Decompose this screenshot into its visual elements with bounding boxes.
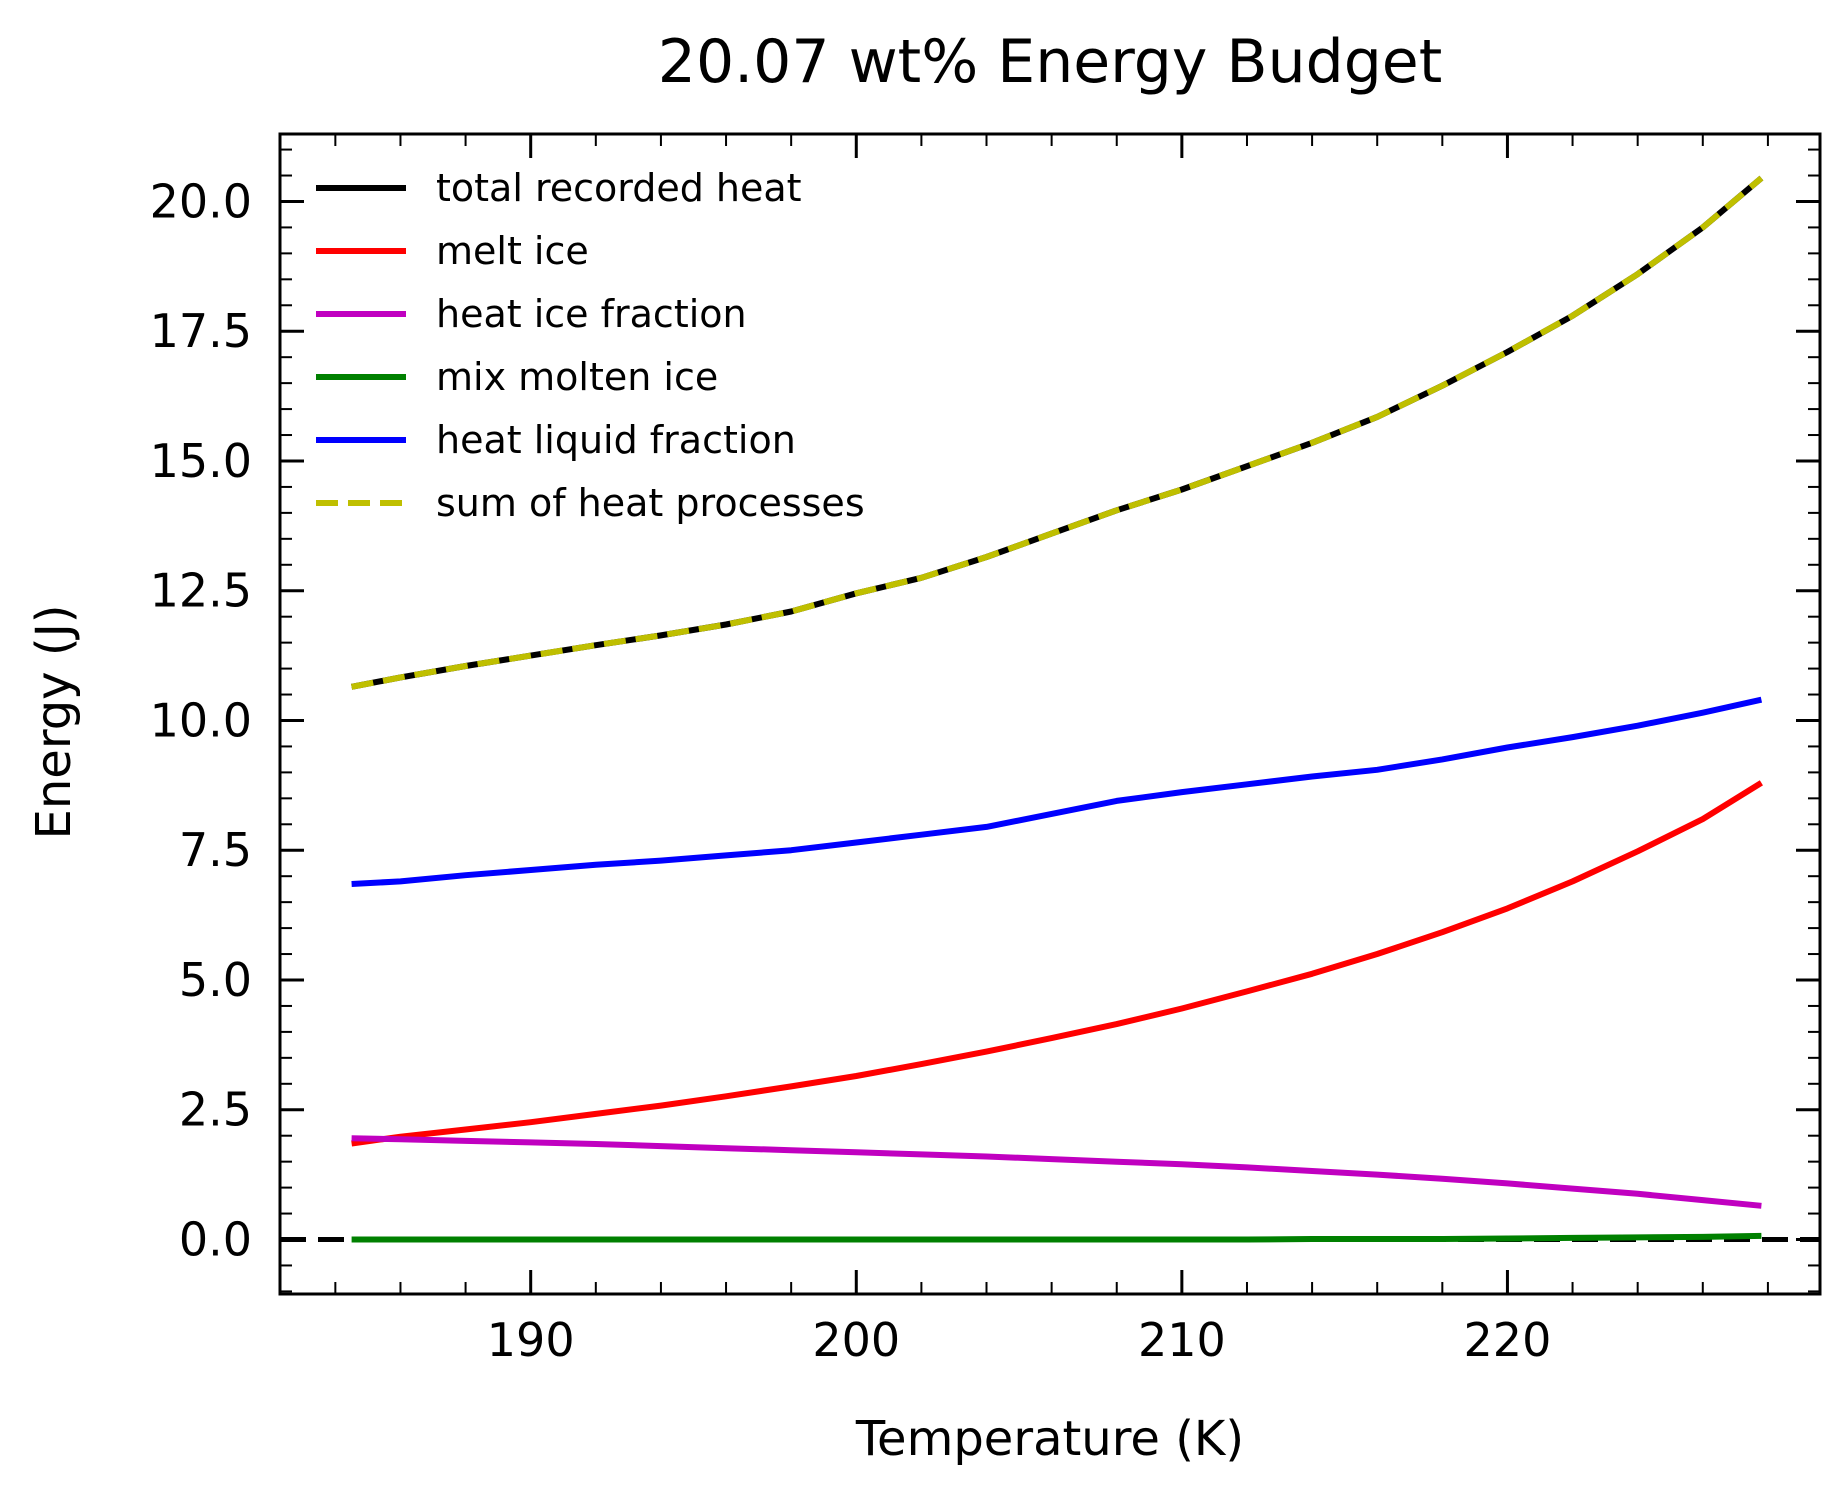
legend-label-mix-molten-ice: mix molten ice (436, 355, 718, 399)
tick-labels: 190 200 210 220 0.0 2.5 5.0 7.5 10.0 12.5 15.0 17.5… (150, 174, 1552, 1367)
y-tick-label: 10.0 (150, 693, 252, 747)
y-tick-label: 5.0 (179, 953, 252, 1007)
plot-frame (278, 132, 1822, 1296)
y-tick-label: 15.0 (150, 434, 252, 488)
y-tick-label: 0.0 (179, 1213, 252, 1267)
series-line-mix-molten-ice (351, 1232, 1762, 1243)
series-line-heat-liquid-fraction (351, 696, 1763, 887)
legend-label-heat-ice-fraction: heat ice fraction (436, 292, 747, 336)
y-tick-label: 7.5 (179, 823, 252, 877)
x-axis-label: Temperature (K) (855, 1411, 1244, 1467)
legend-item-total-recorded-heat: total recorded heat (316, 166, 802, 210)
legend-item-heat-ice-fraction: heat ice fraction (316, 292, 747, 336)
legend-label-total-recorded-heat: total recorded heat (436, 166, 802, 210)
legend-label-melt-ice: melt ice (436, 229, 589, 273)
y-axis-label: Energy (J) (26, 605, 82, 840)
y-tick-label: 2.5 (179, 1083, 252, 1137)
series-line-heat-ice-fraction (351, 1135, 1762, 1209)
y-tick-label: 17.5 (150, 304, 252, 358)
legend: total recorded heat melt ice heat ice fr… (316, 166, 865, 525)
chart-title: 20.07 wt% Energy Budget (658, 27, 1442, 97)
x-tick-label: 210 (1138, 1313, 1226, 1367)
legend-label-heat-liquid-fraction: heat liquid fraction (436, 418, 796, 462)
legend-item-melt-ice: melt ice (316, 229, 589, 273)
legend-item-heat-liquid-fraction: heat liquid fraction (316, 418, 796, 462)
plot-area (280, 175, 1820, 1243)
series-line-sum-of-heat-processes (351, 175, 1764, 690)
x-tick-label: 220 (1464, 1313, 1552, 1367)
legend-label-sum-of-heat-processes: sum of heat processes (436, 481, 865, 525)
x-tick-label: 200 (812, 1313, 900, 1367)
y-tick-label: 12.5 (150, 564, 252, 618)
legend-item-sum-of-heat-processes: sum of heat processes (316, 481, 865, 525)
y-tick-label: 20.0 (150, 174, 252, 228)
x-tick-label: 190 (487, 1313, 575, 1367)
legend-item-mix-molten-ice: mix molten ice (316, 355, 718, 399)
minor-ticks (280, 134, 1820, 1294)
series-line-melt-ice (351, 780, 1763, 1147)
